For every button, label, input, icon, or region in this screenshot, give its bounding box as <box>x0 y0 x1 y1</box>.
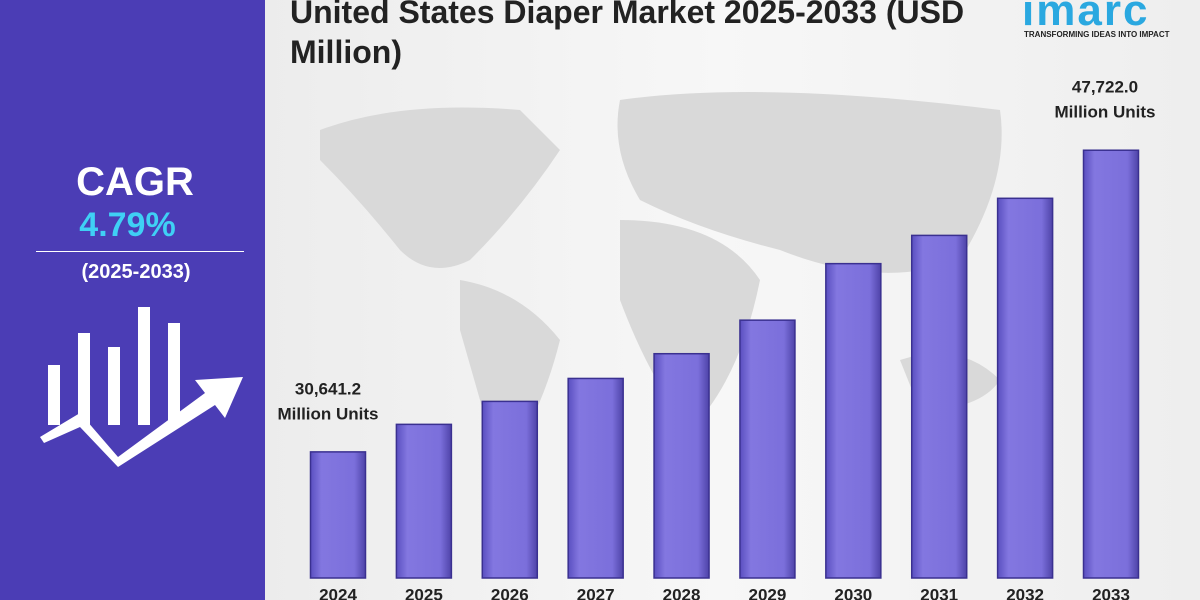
bar <box>1082 149 1140 579</box>
left-panel: CAGR 4.79% (2025-2033) <box>0 0 265 600</box>
bar <box>910 234 968 579</box>
logo-tagline: TRANSFORMING IDEAS INTO IMPACT <box>1024 30 1170 39</box>
x-tick-label: 2024 <box>319 585 357 600</box>
value-unit: Million Units <box>277 404 378 423</box>
cagr-value: 4.79% <box>79 206 176 244</box>
x-tick-label: 2031 <box>920 585 958 600</box>
bar <box>739 319 796 579</box>
bar <box>996 197 1054 579</box>
divider <box>36 251 244 252</box>
value-label: 30,641.2 <box>295 379 361 398</box>
bar <box>309 451 367 579</box>
bar <box>825 262 882 579</box>
growth-icon <box>40 307 243 467</box>
bar <box>653 352 710 579</box>
x-tick-label: 2027 <box>577 585 615 600</box>
cagr-period: (2025-2033) <box>81 261 191 283</box>
chart-title: United States Diaper Market 2025-2033 (U… <box>290 0 965 70</box>
x-tick-label: 2028 <box>663 585 701 600</box>
x-tick-label: 2026 <box>491 585 529 600</box>
bar <box>395 423 453 579</box>
bar <box>481 400 539 579</box>
x-tick-label: 2030 <box>834 585 872 600</box>
x-tick-label: 2029 <box>749 585 787 600</box>
x-tick-label: 2033 <box>1092 585 1130 600</box>
cagr-label: CAGR <box>76 160 194 204</box>
value-unit: Million Units <box>1054 103 1155 122</box>
bar <box>567 377 624 579</box>
value-label: 47,722.0 <box>1072 78 1138 97</box>
logo: imarc <box>1022 0 1150 35</box>
x-tick-label: 2032 <box>1006 585 1044 600</box>
x-tick-label: 2025 <box>405 585 443 600</box>
